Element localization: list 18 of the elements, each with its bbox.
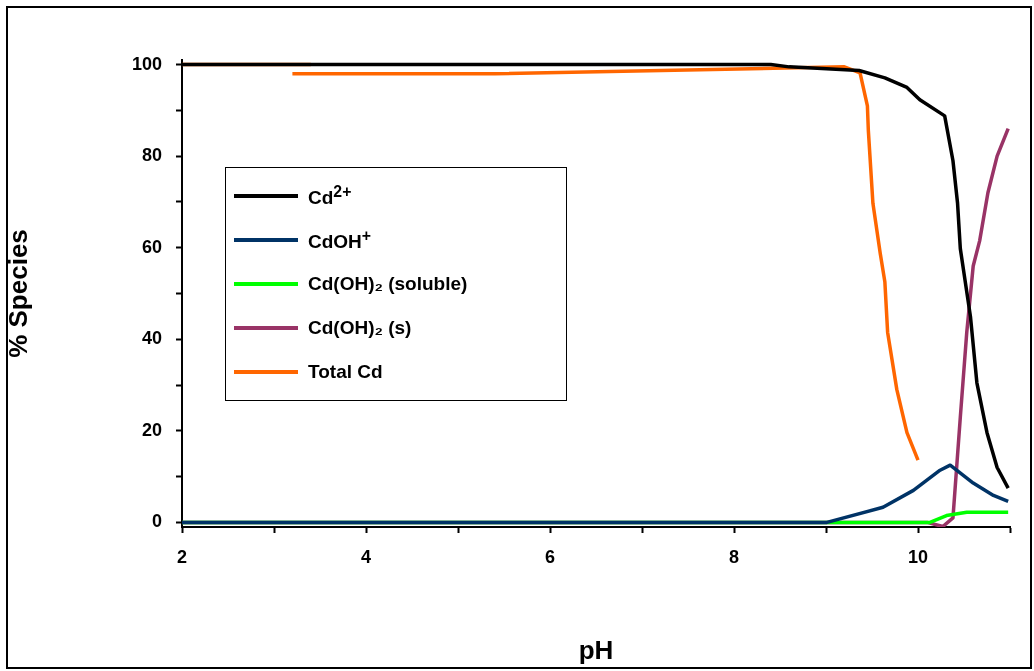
x-tick-label: 8	[728, 546, 740, 567]
legend-label: Cd(OH)₂ (soluble)	[308, 273, 468, 295]
x-tick-label: 2	[176, 546, 188, 567]
y-tick-label: 0	[151, 511, 162, 532]
y-axis-title: % Species	[2, 229, 33, 358]
y-tick-label: 80	[141, 145, 162, 166]
y-tick-label: 40	[141, 328, 162, 349]
x-tick-label: 6	[544, 546, 556, 567]
y-tick-label: 20	[141, 419, 162, 440]
x-axis-title: pH	[578, 634, 614, 665]
legend-label: Cd$^{2+}$	[308, 182, 352, 210]
legend-label: CdOH$^{+}$	[308, 226, 372, 254]
y-tick-label: 60	[141, 236, 162, 257]
legend-label: Total Cd	[308, 361, 383, 383]
x-tick-label: 4	[360, 546, 372, 567]
x-tick-label: 10	[907, 546, 929, 567]
y-tick-label: 100	[131, 53, 162, 74]
legend-label: Cd(OH)₂ (s)	[308, 317, 412, 339]
